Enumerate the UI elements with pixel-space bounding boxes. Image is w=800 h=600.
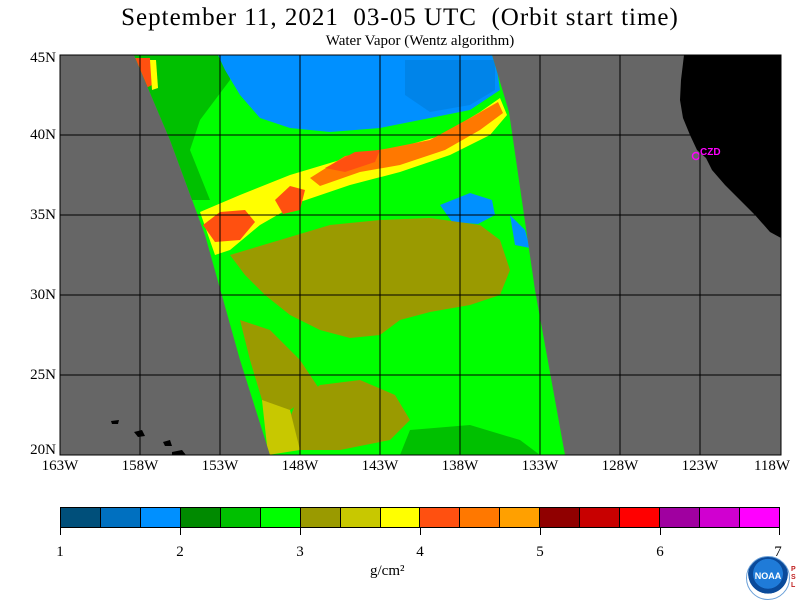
colorbar-swatch-7: [300, 508, 341, 527]
colorbar-tick-3: 3: [296, 544, 304, 560]
california-coast-land: [680, 55, 781, 238]
lat-label-45n: 45N: [30, 50, 56, 66]
colorbar-units: g/cm²: [370, 563, 405, 579]
colorbar-swatch-1: [61, 508, 101, 527]
colorbar-swatch-18: [739, 508, 779, 527]
lon-label-138w: 138W: [441, 458, 479, 474]
lon-label-133w: 133W: [521, 458, 559, 474]
hawaii-island-oahu: [111, 420, 119, 424]
mid-orange-blob: [275, 186, 305, 214]
east-blue-sliver: [510, 215, 530, 248]
lat-label-35n: 35N: [30, 207, 56, 223]
noaa-logo-text: NOAA: [754, 571, 782, 581]
colorbar-swatch-5: [220, 508, 261, 527]
lat-label-40n: 40N: [30, 127, 56, 143]
hawaii-island-maui: [163, 440, 172, 446]
colorbar-swatch-8: [340, 508, 381, 527]
colorbar-tick-6: 6: [656, 544, 664, 560]
west-orange-blob: [203, 210, 255, 242]
colorbar-tick-5: 5: [536, 544, 544, 560]
colorbar-swatch-10: [420, 508, 461, 527]
central-blue-patch: [440, 193, 495, 224]
colorbar-swatch-6: [260, 508, 301, 527]
lon-label-143w: 143W: [361, 458, 399, 474]
lon-label-158w: 158W: [121, 458, 159, 474]
colorbar-swatch-12: [500, 508, 541, 527]
colorbar-swatch-2: [100, 508, 141, 527]
colorbar-swatch-9: [380, 508, 421, 527]
lat-label-25n: 25N: [30, 367, 56, 383]
south-yellow-zone: [262, 400, 300, 455]
colorbar-tick-2: 2: [176, 544, 184, 560]
north-yellow-edge: [150, 60, 158, 90]
south-olive-zone: [285, 380, 410, 450]
colorbar-swatch-3: [140, 508, 181, 527]
lon-label-163w: 163W: [41, 458, 79, 474]
lon-label-123w: 123W: [681, 458, 719, 474]
map-frame: [59, 54, 782, 456]
north-blue-edge: [405, 60, 495, 112]
lon-label-128w: 128W: [601, 458, 639, 474]
noaa-logo[interactable]: NOAA: [746, 556, 790, 600]
colorbar-tick-7: 7: [774, 544, 782, 560]
colorbar-swatch-17: [700, 508, 740, 527]
colorbar: [60, 507, 780, 528]
page-subtitle: Water Vapor (Wentz algorithm): [325, 33, 515, 49]
colorbar-swatch-13: [540, 508, 581, 527]
lon-label-148w: 148W: [281, 458, 319, 474]
colorbar-tick-1: 1: [56, 544, 64, 560]
north-blue-zone: [218, 55, 500, 132]
colorbar-ticks: [60, 528, 780, 536]
colorbar-swatch-15: [620, 508, 661, 527]
lat-label-30n: 30N: [30, 287, 56, 303]
colorbar-swatch-16: [660, 508, 700, 527]
red-orange-core: [325, 150, 380, 172]
lon-label-118w: 118W: [753, 458, 791, 474]
hawaii-island-big: [172, 450, 186, 455]
lon-label-153w: 153W: [201, 458, 239, 474]
colorbar-swatch-14: [580, 508, 621, 527]
lat-lon-grid: [60, 55, 781, 455]
station-label: CZD: [700, 147, 721, 158]
colorbar-tick-4: 4: [416, 544, 424, 560]
lat-label-20n: 20N: [30, 442, 56, 458]
page-title: September 11, 2021 03-05 UTC (Orbit star…: [121, 4, 679, 31]
colorbar-swatch-11: [460, 508, 501, 527]
south-green-zone: [400, 425, 540, 455]
colorbar-swatch-4: [180, 508, 221, 527]
yellow-band: [200, 98, 507, 255]
